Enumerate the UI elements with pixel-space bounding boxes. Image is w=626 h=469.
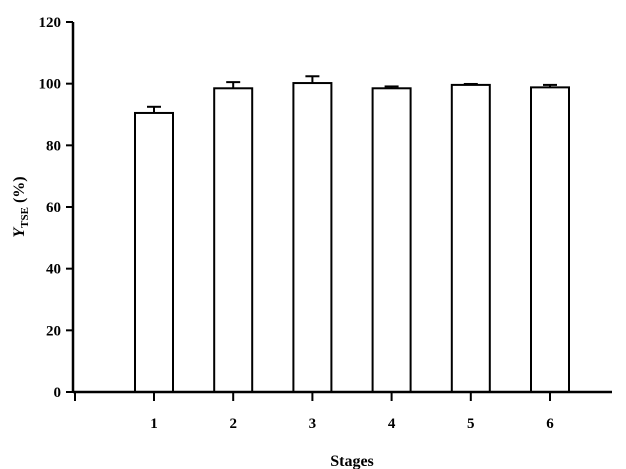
x-tick-label-3: 3 — [309, 416, 317, 432]
x-axis-title: Stages — [330, 453, 374, 469]
bar-stage-5 — [450, 83, 491, 394]
bar-stage-1 — [134, 111, 174, 393]
bar-stage-6 — [530, 86, 570, 393]
y-tick-label-0: 0 — [54, 385, 62, 401]
bar-stage-3 — [292, 82, 333, 394]
y-tick-label-100: 100 — [39, 77, 62, 93]
x-axis-ticks: 1 2 3 4 5 6 — [74, 392, 554, 432]
y-axis-title-suffix: (%) — [11, 176, 28, 207]
x-tick-label-4: 4 — [388, 416, 396, 432]
y-axis-title-main: Y — [11, 227, 28, 238]
bar-stage-2 — [213, 87, 254, 394]
x-tick-label-2: 2 — [229, 416, 237, 432]
y-axis-ticks: 0 20 40 60 80 100 120 — [39, 15, 73, 401]
y-tick-label-60: 60 — [46, 200, 61, 216]
y-tick-label-120: 120 — [39, 15, 62, 31]
x-tick-label-6: 6 — [546, 416, 554, 432]
y-tick-label-80: 80 — [46, 138, 61, 154]
y-axis-title: YTSE (%) — [11, 176, 31, 237]
y-tick-label-40: 40 — [46, 262, 61, 278]
x-tick-label-1: 1 — [150, 416, 158, 432]
y-tick-label-20: 20 — [46, 323, 61, 339]
y-axis-title-subscript: TSE — [19, 207, 31, 228]
x-tick-label-5: 5 — [467, 416, 475, 432]
bar-stage-4 — [371, 87, 412, 394]
bars — [134, 75, 570, 394]
